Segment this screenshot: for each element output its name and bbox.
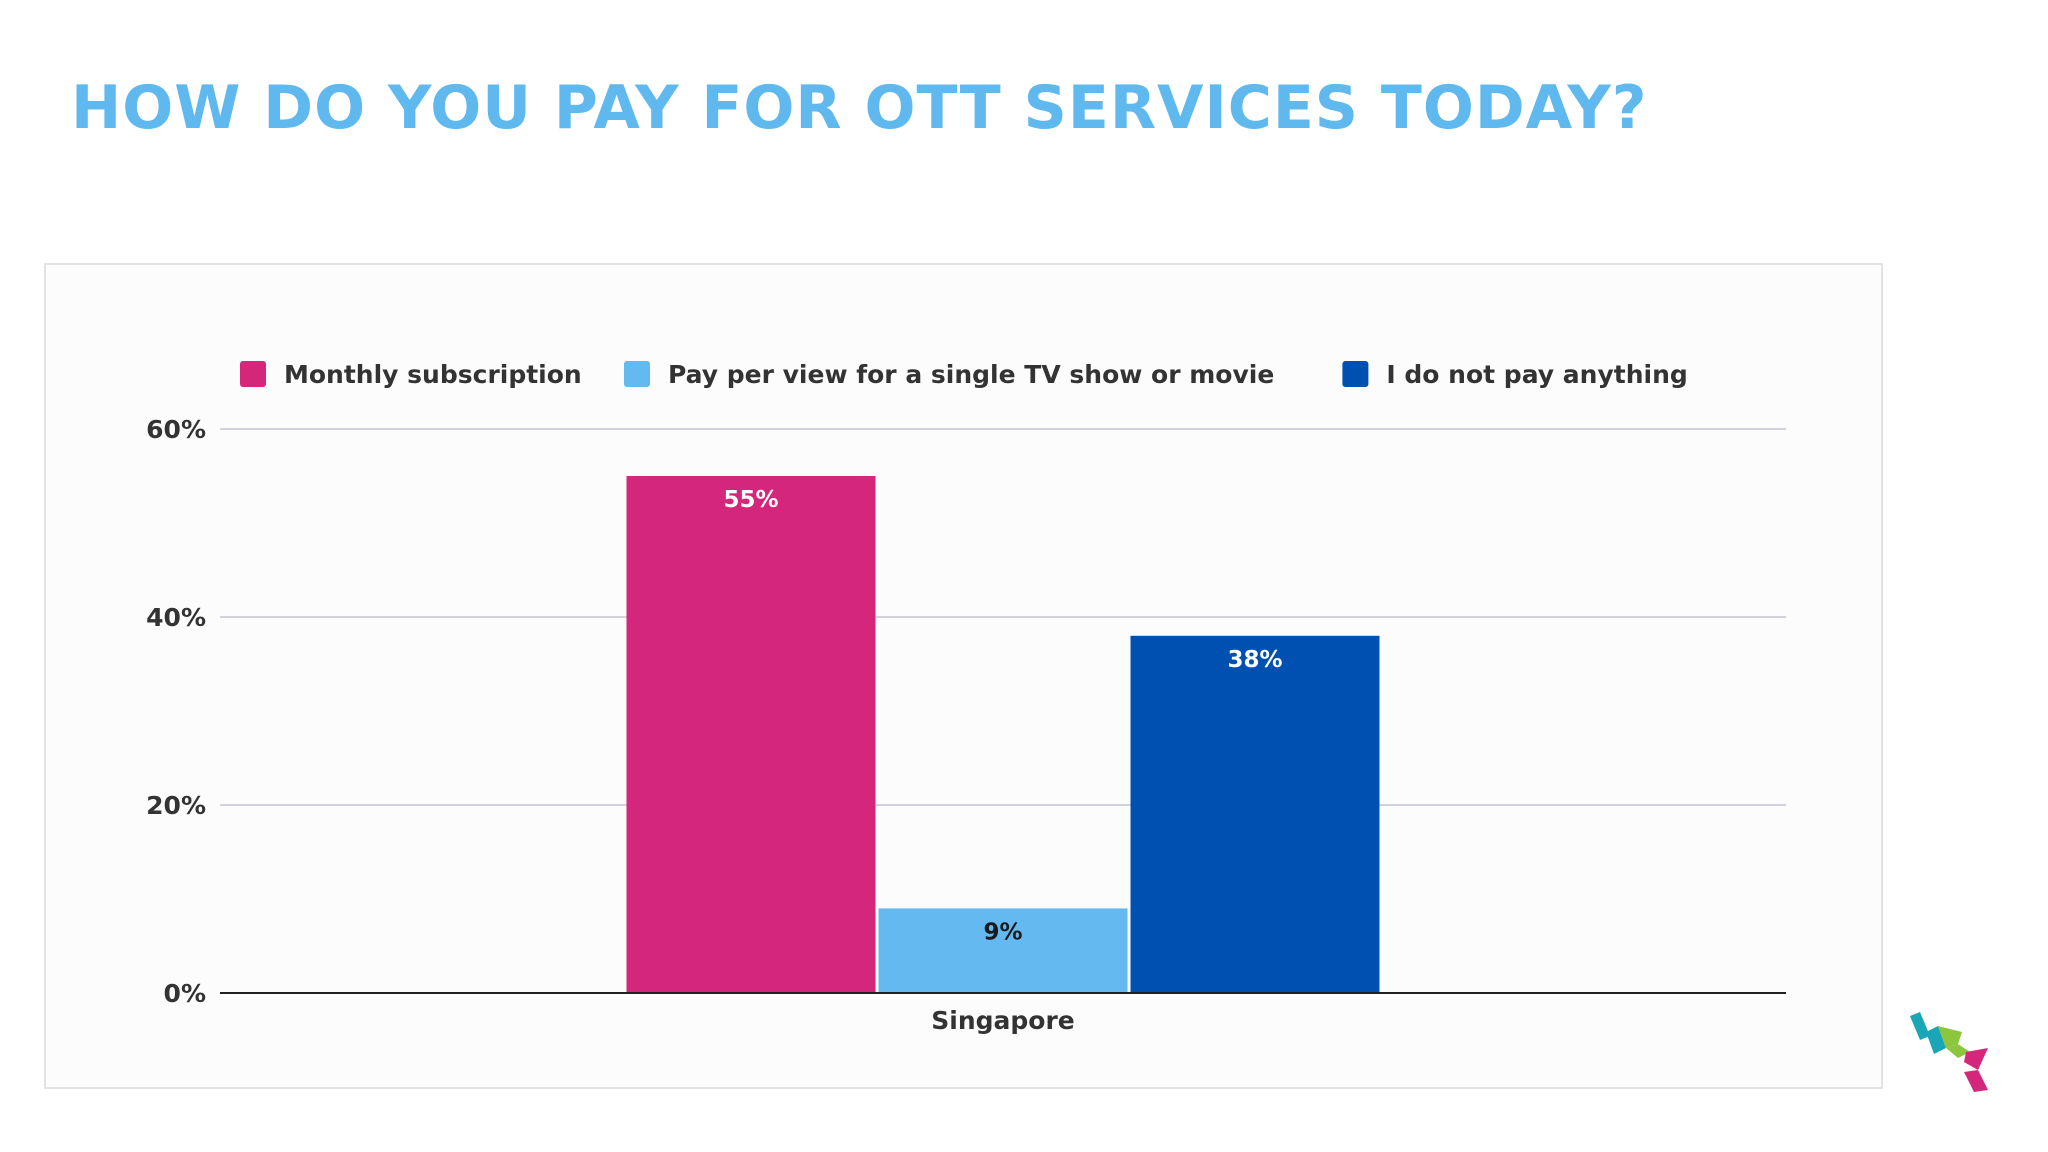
page-title: HOW DO YOU PAY FOR OTT SERVICES TODAY? bbox=[71, 73, 1648, 143]
legend-swatch bbox=[1342, 361, 1369, 387]
y-tick-label: 0% bbox=[164, 979, 206, 1008]
bar-value-label: 38% bbox=[1227, 647, 1282, 673]
legend-label: Pay per view for a single TV show or mov… bbox=[668, 360, 1274, 389]
bar-chart: 0% 20% 40% 60% 55% 9% 38% Singapore Monthly s… bbox=[146, 360, 1786, 1035]
y-tick-label: 20% bbox=[146, 791, 206, 820]
brand-logo-icon bbox=[1910, 1012, 1988, 1092]
legend-label: Monthly subscription bbox=[284, 360, 582, 389]
bar bbox=[626, 476, 876, 993]
y-tick-label: 60% bbox=[146, 415, 206, 444]
bar bbox=[1130, 635, 1380, 993]
bars bbox=[626, 476, 1380, 993]
x-axis: Singapore bbox=[220, 992, 1786, 1035]
y-tick-label: 40% bbox=[146, 603, 206, 632]
legend-label: I do not pay anything bbox=[1386, 360, 1687, 389]
data-labels: 55% 9% 38% bbox=[723, 487, 1282, 945]
bar bbox=[878, 908, 1128, 993]
x-tick-label: Singapore bbox=[931, 1006, 1075, 1035]
bar-value-label: 9% bbox=[983, 919, 1022, 945]
chart-panel: 0% 20% 40% 60% 55% 9% 38% Singapore Monthly s… bbox=[44, 263, 1883, 1089]
gridlines bbox=[220, 428, 1786, 806]
y-axis-ticks: 0% 20% 40% 60% bbox=[146, 415, 206, 1008]
bar-value-label: 55% bbox=[723, 487, 778, 513]
legend: Monthly subscription Pay per view for a s… bbox=[240, 360, 1688, 389]
legend-swatch bbox=[624, 361, 650, 387]
legend-swatch bbox=[240, 361, 266, 387]
